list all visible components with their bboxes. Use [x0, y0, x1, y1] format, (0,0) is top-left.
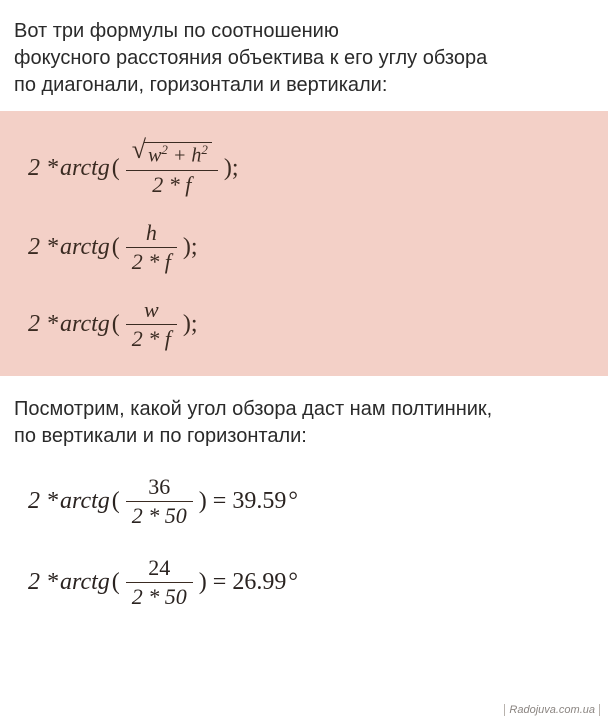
numerator: √ w2 + h2 [126, 139, 218, 169]
calc-horizontal: 2 * arctg ( 24 2 * 50 ) = 26.99° [28, 555, 580, 610]
page-root: Вот три формулы по соотношению фокусного… [0, 0, 608, 720]
watermark: Radojuva.com.ua [504, 704, 600, 716]
prefix: 2 * [28, 569, 58, 596]
numerator: 24 [142, 555, 176, 581]
sqrt: √ w2 + h2 [132, 141, 212, 167]
mid-text: Посмотрим, какой угол обзора даст нам по… [0, 376, 608, 456]
formula-horizontal: 2 * arctg ( w 2 * f ); [28, 297, 580, 352]
mid-line-1: Посмотрим, какой угол обзора даст нам по… [14, 398, 492, 420]
fn: arctg [60, 234, 110, 261]
fraction: √ w2 + h2 2 * f [126, 139, 218, 198]
prefix: 2 * [28, 234, 58, 261]
intro-line-3: по диагонали, горизонтали и вертикали: [14, 74, 387, 96]
paren-close: ); [224, 155, 239, 182]
paren-close: ); [183, 311, 198, 338]
prefix: 2 * [28, 155, 58, 182]
frac-bar [126, 170, 218, 171]
fraction: 24 2 * 50 [126, 555, 193, 610]
close-eq: ) = [199, 488, 227, 515]
denominator: 2 * 50 [126, 584, 193, 610]
paren-open: ( [112, 234, 120, 261]
sqrt-sign: √ [132, 137, 146, 163]
prefix: 2 * [28, 311, 58, 338]
formula-block: 2 * arctg ( √ w2 + h2 2 * f ); 2 * [0, 111, 608, 376]
fn: arctg [60, 488, 110, 515]
frac-bar [126, 582, 193, 583]
degree-symbol: ° [288, 488, 298, 515]
intro-line-2: фокусного расстояния объектива к его угл… [14, 47, 487, 69]
plus: + [168, 145, 192, 167]
sqrt-body: w2 + h2 [144, 142, 212, 167]
paren-open: ( [112, 488, 120, 515]
intro-line-1: Вот три формулы по соотношению [14, 20, 339, 42]
exp2: 2 [201, 142, 208, 157]
result: 39.59 [232, 488, 286, 515]
w: w [148, 145, 161, 167]
denominator: 2 * f [126, 326, 177, 352]
calc-block: 2 * arctg ( 36 2 * 50 ) = 39.59° 2 * arc… [0, 456, 608, 610]
fn: arctg [60, 569, 110, 596]
fraction: w 2 * f [126, 297, 177, 352]
close-eq: ) = [199, 569, 227, 596]
result: 26.99 [232, 569, 286, 596]
frac-bar [126, 324, 177, 325]
calc-vertical: 2 * arctg ( 36 2 * 50 ) = 39.59° [28, 474, 580, 529]
h: h [191, 145, 201, 167]
denominator: 2 * f [126, 249, 177, 275]
frac-bar [126, 247, 177, 248]
frac-bar [126, 501, 193, 502]
paren-open: ( [112, 155, 120, 182]
degree-symbol: ° [288, 569, 298, 596]
denominator: 2 * f [146, 172, 197, 198]
formula-vertical: 2 * arctg ( h 2 * f ); [28, 220, 580, 275]
denominator: 2 * 50 [126, 503, 193, 529]
fn: arctg [60, 155, 110, 182]
prefix: 2 * [28, 488, 58, 515]
intro-text: Вот три формулы по соотношению фокусного… [0, 0, 608, 111]
paren-open: ( [112, 569, 120, 596]
numerator: w [138, 297, 165, 323]
formula-diagonal: 2 * arctg ( √ w2 + h2 2 * f ); [28, 139, 580, 198]
mid-line-2: по вертикали и по горизонтали: [14, 425, 307, 447]
fraction: 36 2 * 50 [126, 474, 193, 529]
numerator: 36 [142, 474, 176, 500]
fn: arctg [60, 311, 110, 338]
numerator: h [140, 220, 163, 246]
paren-close: ); [183, 234, 198, 261]
paren-open: ( [112, 311, 120, 338]
fraction: h 2 * f [126, 220, 177, 275]
